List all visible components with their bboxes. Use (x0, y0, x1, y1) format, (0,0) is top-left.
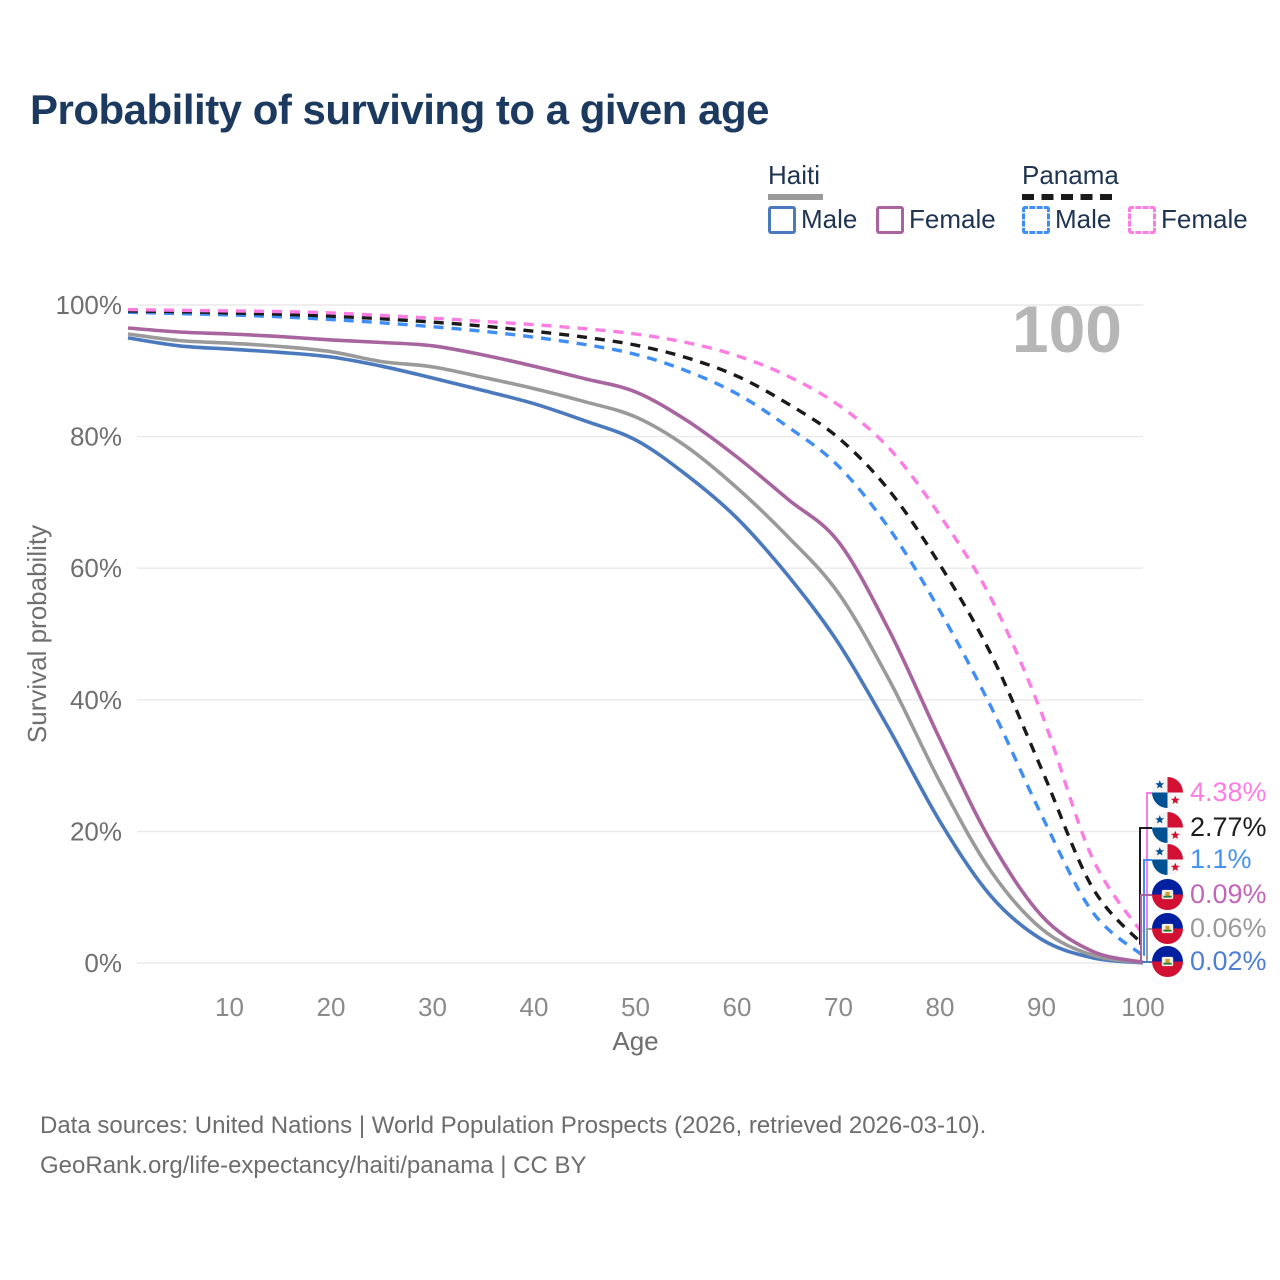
legend: Haiti Male Female Panama Male Female (0, 0, 1280, 260)
y-tick-20: 20% (70, 816, 122, 846)
x-tick-90: 90 (1027, 992, 1056, 1022)
panama-flag-icon (1152, 812, 1183, 843)
x-axis-title: Age (612, 1026, 658, 1056)
y-tick-100: 100% (56, 290, 123, 320)
x-tick-50: 50 (621, 992, 650, 1022)
footer-attribution: GeoRank.org/life-expectancy/haiti/panama… (40, 1152, 587, 1180)
end-label-value: 1.1% (1190, 844, 1252, 874)
y-tick-0: 0% (84, 948, 122, 978)
hover-age-readout: 100 (1011, 292, 1122, 366)
haiti-flag-icon (1152, 913, 1183, 944)
y-tick-60: 60% (70, 553, 122, 583)
haiti-flag-icon (1152, 879, 1183, 910)
end-label-panama-both-sexes: 2.77% (1152, 812, 1267, 843)
x-tick-80: 80 (926, 992, 955, 1022)
series-line-panama-male (127, 310, 1145, 958)
legend-checkbox-haiti-male[interactable] (768, 205, 796, 234)
x-tick-20: 20 (317, 992, 346, 1022)
legend-item-haiti-male[interactable]: Male (768, 204, 857, 235)
end-label-value: 0.02% (1190, 946, 1267, 976)
legend-item-panama-female[interactable]: Female (1128, 204, 1248, 235)
end-label-value: 0.06% (1190, 913, 1267, 943)
panama-flag-icon (1152, 844, 1183, 875)
panama-flag-icon (1152, 777, 1183, 808)
leader-line-haiti-female (1140, 894, 1152, 963)
series-line-panama-female (127, 307, 1145, 936)
legend-item-haiti-female[interactable]: Female (876, 204, 996, 235)
end-label-value: 4.38% (1190, 777, 1267, 807)
leader-line-panama-female (1146, 792, 1152, 935)
end-label-panama-male: 1.1% (1152, 844, 1252, 875)
end-label-value: 0.09% (1190, 879, 1267, 909)
end-label-value: 2.77% (1190, 812, 1267, 842)
y-tick-40: 40% (70, 685, 122, 715)
leader-line-panama-male (1143, 859, 1152, 956)
y-axis-title: Survival probability (22, 525, 52, 743)
x-tick-40: 40 (520, 992, 549, 1022)
x-tick-30: 30 (418, 992, 447, 1022)
footer: Data sources: United Nations | World Pop… (40, 1106, 986, 1187)
legend-label: Female (1161, 204, 1248, 234)
x-tick-10: 10 (215, 992, 244, 1022)
series-line-haiti-female (127, 326, 1144, 965)
x-tick-60: 60 (723, 992, 752, 1022)
haiti-flag-icon (1152, 946, 1183, 977)
end-label-haiti-both-sexes: 0.06% (1152, 913, 1267, 944)
end-label-panama-female: 4.38% (1152, 777, 1267, 808)
footer-data-sources: Data sources: United Nations | World Pop… (40, 1112, 987, 1139)
legend-label: Male (801, 204, 858, 234)
y-tick-80: 80% (70, 422, 122, 452)
legend-country-haiti[interactable]: Haiti (768, 160, 821, 190)
series-line-haiti-both-sexes (127, 332, 1144, 965)
x-tick-70: 70 (824, 992, 853, 1022)
end-label-haiti-male: 0.02% (1152, 946, 1267, 977)
leader-line-haiti-both-sexes (1146, 928, 1152, 963)
page-title: Probability of surviving to a given age (30, 86, 769, 133)
legend-checkbox-panama-male[interactable] (1022, 205, 1050, 234)
legend-item-panama-male[interactable]: Male (1022, 204, 1111, 235)
leader-line-haiti-male (1142, 961, 1152, 963)
series-line-panama-both-sexes (127, 309, 1145, 946)
series-line-haiti-male (127, 336, 1144, 965)
legend-checkbox-haiti-female[interactable] (876, 205, 904, 234)
legend-label: Male (1055, 204, 1112, 234)
x-tick-100: 100 (1121, 992, 1164, 1022)
legend-country-panama[interactable]: Panama (1022, 160, 1119, 190)
legend-checkbox-panama-female[interactable] (1128, 205, 1156, 234)
end-label-haiti-female: 0.09% (1152, 879, 1267, 910)
legend-label: Female (909, 204, 996, 234)
